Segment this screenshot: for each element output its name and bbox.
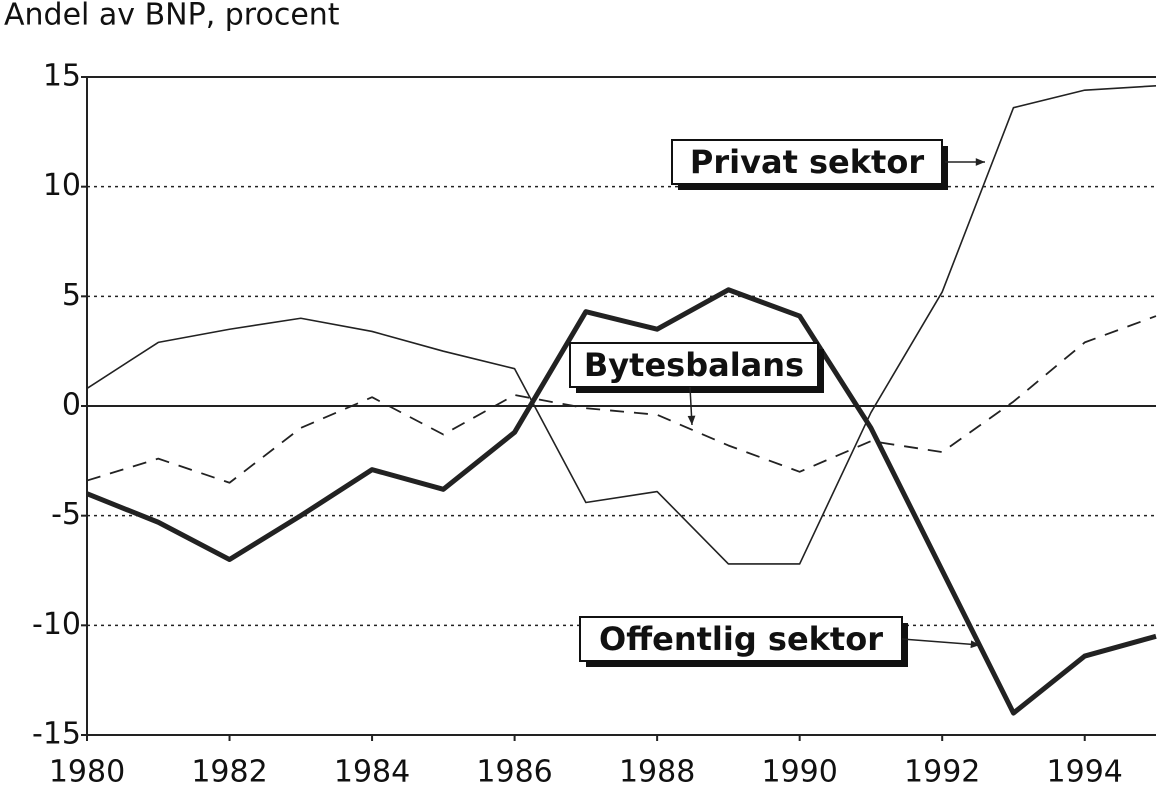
x-tick-label: 1986 xyxy=(476,755,552,789)
y-tick-label: -15 xyxy=(32,717,81,752)
y-tick-label: -10 xyxy=(32,607,81,642)
arrow-head xyxy=(687,415,696,425)
label-box xyxy=(671,139,943,185)
y-tick-label: 5 xyxy=(62,278,81,313)
x-tick-label: 1988 xyxy=(619,755,695,789)
y-tick-label: 15 xyxy=(43,59,81,94)
arrow-head xyxy=(970,640,980,649)
y-tick-label: 10 xyxy=(43,168,81,203)
x-tick-label: 1980 xyxy=(49,755,125,789)
arrow-head xyxy=(975,158,985,166)
label-arrow xyxy=(901,638,981,646)
x-tick-label: 1992 xyxy=(904,755,980,789)
x-tick-label: 1982 xyxy=(191,755,267,789)
label-box xyxy=(569,342,819,388)
x-tick-label: 1994 xyxy=(1047,755,1123,789)
series-label: Offentlig sektor xyxy=(599,620,883,658)
x-tick-label: 1984 xyxy=(334,755,410,789)
x-tick-label: 1990 xyxy=(761,755,837,789)
y-tick-label: -5 xyxy=(51,497,81,532)
series-line xyxy=(86,315,1157,484)
series-line xyxy=(86,287,1157,716)
series-line xyxy=(86,84,1157,565)
series-label: Bytesbalans xyxy=(584,346,804,384)
y-tick-label: 0 xyxy=(62,388,81,423)
series-label: Privat sektor xyxy=(690,143,924,181)
chart-title: Andel av BNP, procent xyxy=(4,0,340,33)
